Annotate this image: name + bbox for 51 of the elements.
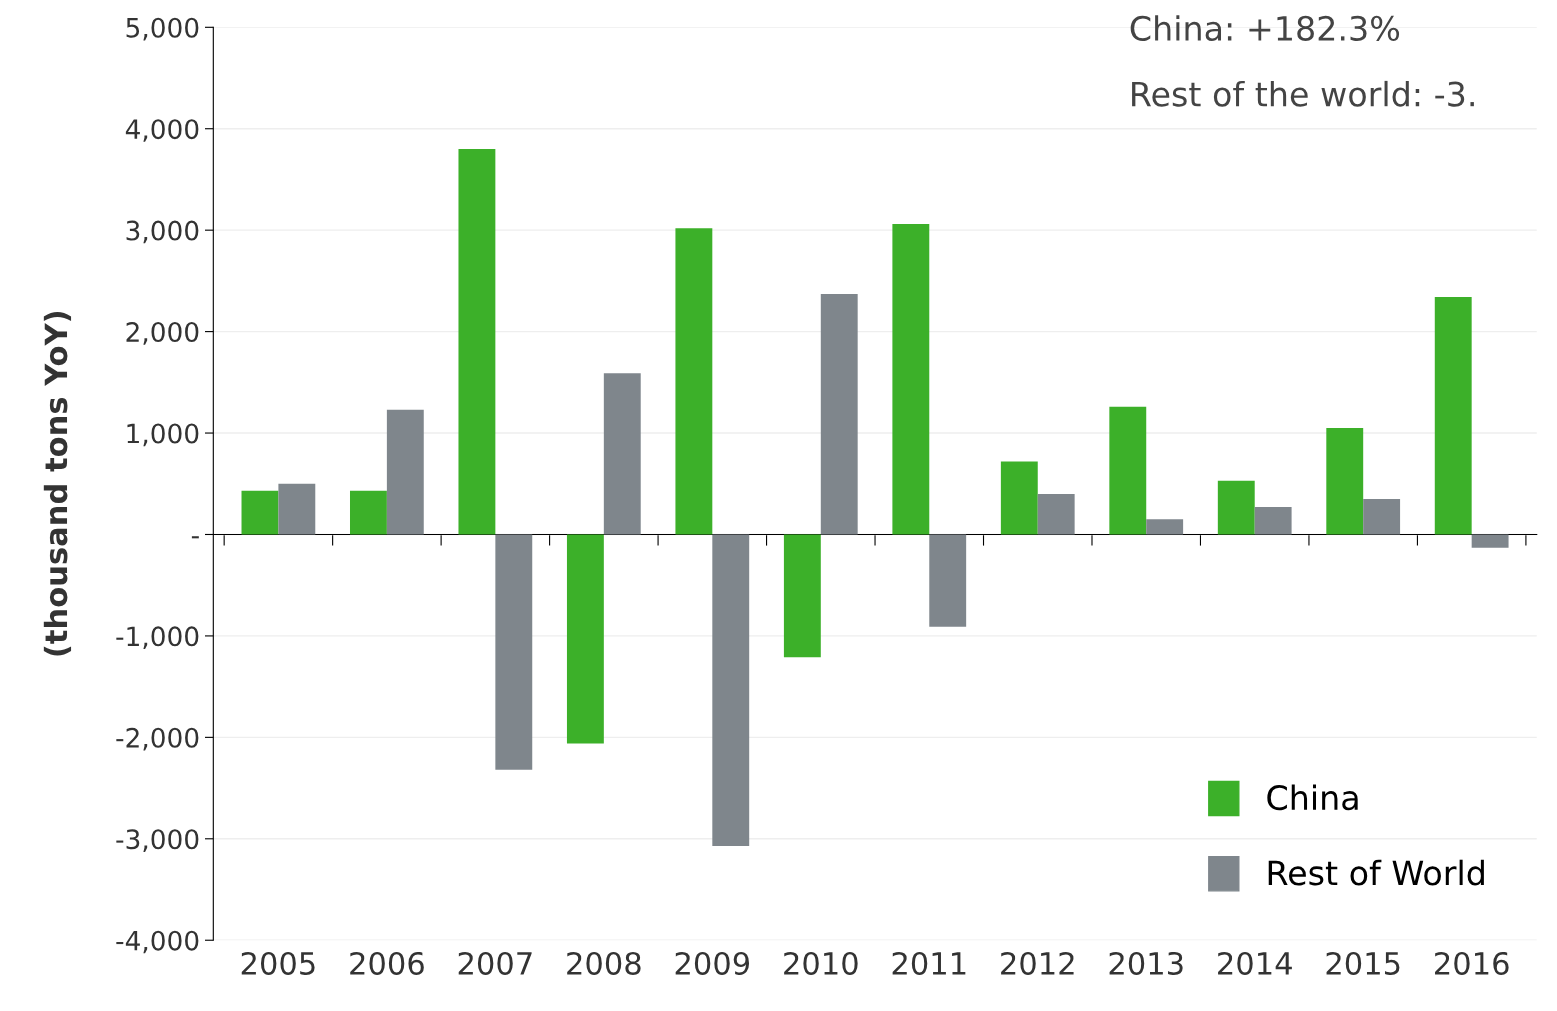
bar — [1109, 406, 1147, 535]
bar — [1037, 493, 1075, 535]
x-tick-label: 2010 — [784, 951, 858, 975]
bar — [1471, 534, 1509, 548]
annotation: China: +182.3% — [1130, 15, 1400, 41]
x-tick-label: 2012 — [1001, 951, 1074, 975]
x-tick-label: 2006 — [350, 951, 424, 975]
x-tick-label: 2007 — [458, 951, 532, 975]
y-tick-label: -3,000 — [116, 829, 199, 852]
bar — [1217, 480, 1255, 535]
x-tick-label: 2014 — [1218, 951, 1292, 975]
legend-label: Rest of World — [1268, 859, 1484, 886]
x-tick-label: 2013 — [1109, 951, 1183, 975]
y-tick-label: -1,000 — [116, 626, 199, 650]
bar — [603, 373, 641, 535]
bar — [892, 224, 930, 535]
y-axis-title: (thousand tons YoY) — [43, 312, 72, 656]
bar — [929, 534, 967, 627]
x-tick-label: 2008 — [567, 951, 641, 975]
bar — [1363, 498, 1401, 535]
bar — [1434, 297, 1472, 535]
bar — [386, 409, 424, 535]
x-tick-label: 2011 — [892, 951, 966, 975]
bar — [458, 149, 496, 535]
x-tick-label: 2005 — [241, 951, 315, 975]
bar — [278, 483, 316, 535]
bar — [241, 490, 279, 535]
bar — [349, 490, 387, 535]
y-tick-label: - — [191, 536, 199, 539]
x-tick-label: 2009 — [675, 951, 750, 975]
bar — [1326, 427, 1364, 535]
bar — [1146, 519, 1184, 535]
y-tick-label: 5,000 — [126, 17, 199, 41]
y-tick-label: 2,000 — [126, 322, 199, 345]
bar — [712, 534, 750, 846]
y-tick-label: 4,000 — [125, 119, 199, 142]
bar — [783, 534, 821, 658]
bar — [675, 228, 713, 535]
x-tick-label: 2015 — [1326, 951, 1400, 975]
bar — [1254, 507, 1292, 535]
x-tick-label: 2016 — [1435, 951, 1509, 975]
y-tick-label: -4,000 — [116, 930, 199, 954]
bar — [820, 294, 858, 535]
annotation: Rest of the world: -3. — [1132, 80, 1474, 107]
bar — [566, 534, 604, 744]
bar — [495, 534, 533, 770]
y-tick-label: -2,000 — [116, 727, 199, 751]
legend-label: China — [1267, 784, 1358, 811]
bar — [1000, 461, 1038, 535]
y-tick-label: 3,000 — [126, 220, 199, 244]
y-tick-label: 1,000 — [127, 423, 199, 447]
